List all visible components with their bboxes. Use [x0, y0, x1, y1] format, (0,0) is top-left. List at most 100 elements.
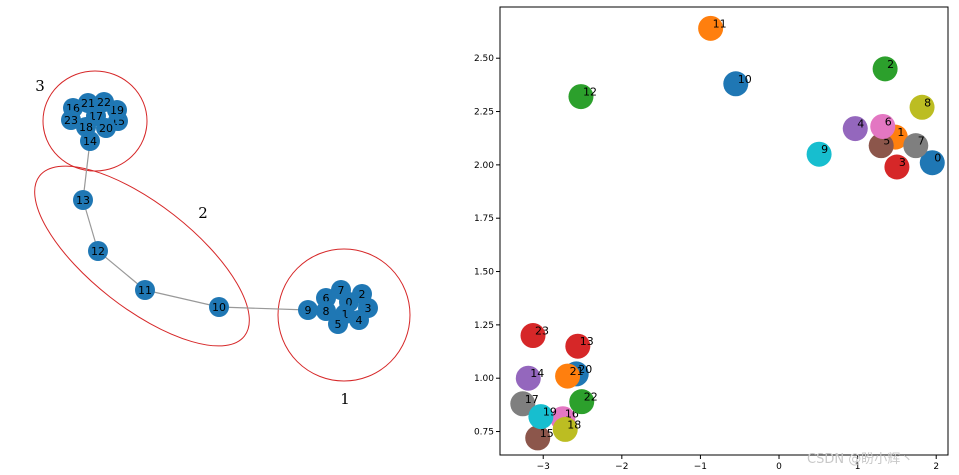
point-marker: [525, 425, 551, 451]
node-marker: [61, 110, 81, 130]
node-label: 9: [305, 304, 312, 317]
point-label: 18: [567, 418, 581, 431]
scatter-point-9: 9: [806, 141, 832, 167]
x-tick-label: 0: [776, 462, 782, 472]
point-label: 15: [540, 427, 554, 440]
point-marker: [552, 416, 578, 442]
node-marker: [135, 280, 155, 300]
node-marker: [331, 280, 351, 300]
node-20: 20: [96, 118, 116, 138]
node-label: 23: [64, 114, 78, 127]
point-label: 4: [857, 118, 864, 131]
node-9: 9: [298, 300, 318, 320]
scatter-point-5: 5: [868, 133, 894, 159]
edge-11-12: [97, 250, 146, 291]
y-tick-label: 2.50: [474, 54, 494, 64]
node-marker: [349, 310, 369, 330]
node-label: 18: [79, 121, 93, 134]
y-tick-label: 2.00: [474, 161, 494, 171]
scatter-point-3: 3: [884, 154, 910, 180]
node-22: 22: [94, 92, 114, 112]
point-label: 17: [525, 393, 539, 406]
node-10: 10: [209, 297, 229, 317]
group-label-2: 2: [198, 204, 208, 222]
point-marker: [884, 154, 910, 180]
scatter-point-13: 13: [565, 333, 594, 359]
scatter-point-6: 6: [870, 113, 896, 139]
point-label: 8: [924, 96, 931, 109]
scatter-point-8: 8: [909, 94, 935, 120]
node-label: 19: [110, 104, 124, 117]
node-label: 7: [338, 284, 345, 297]
node-marker: [316, 301, 336, 321]
point-label: 9: [821, 143, 828, 156]
node-label: 3: [365, 302, 372, 315]
group-outline-3: [42, 70, 148, 172]
point-marker: [842, 116, 868, 142]
graph-edges: [82, 140, 327, 312]
x-tick-label: −1: [694, 462, 707, 472]
node-label: 1: [342, 308, 349, 321]
point-label: 5: [883, 135, 890, 148]
point-marker: [872, 56, 898, 82]
point-label: 19: [543, 406, 557, 419]
y-tick-label: 1.25: [474, 321, 494, 331]
point-marker: [806, 141, 832, 167]
scatter-point-15: 15: [525, 425, 554, 451]
scatter-point-21: 21: [555, 363, 584, 389]
group-highlights: [34, 70, 411, 382]
point-marker: [919, 150, 945, 176]
x-tick-label: 1: [855, 462, 861, 472]
node-7: 7: [331, 280, 351, 300]
edge-9-10: [218, 306, 309, 311]
node-label: 12: [91, 245, 105, 258]
point-marker: [510, 391, 536, 417]
node-11: 11: [135, 280, 155, 300]
node-marker: [78, 93, 98, 113]
y-tick-label: 1.00: [474, 374, 494, 384]
node-label: 2: [359, 288, 366, 301]
point-marker: [870, 113, 896, 139]
y-tick-label: 1.75: [474, 214, 494, 224]
scatter-point-12: 12: [568, 84, 597, 110]
node-label: 22: [97, 96, 111, 109]
node-12: 12: [88, 241, 108, 261]
scatter-point-2: 2: [872, 56, 898, 82]
x-tick-label: 2: [933, 462, 939, 472]
point-marker: [568, 84, 594, 110]
node-8: 8: [316, 301, 336, 321]
scatter-point-23: 23: [520, 323, 549, 349]
group-labels: 1 23: [35, 77, 350, 408]
node-label: 10: [212, 301, 226, 314]
x-axis: −3 −2 −1 0 1 2: [537, 455, 939, 472]
point-label: 2: [887, 58, 894, 71]
node-marker: [73, 190, 93, 210]
point-marker: [723, 71, 749, 97]
point-label: 3: [899, 156, 906, 169]
point-label: 1: [897, 126, 904, 139]
node-marker: [94, 92, 114, 112]
node-label: 5: [335, 318, 342, 331]
point-label: 23: [535, 325, 549, 338]
point-marker: [555, 363, 581, 389]
node-label: 4: [356, 314, 363, 327]
node-label: 11: [138, 284, 152, 297]
node-marker: [328, 314, 348, 334]
x-tick-label: −2: [615, 462, 628, 472]
point-label: 10: [738, 73, 752, 86]
watermark: CSDN @盼小辉丶: [807, 452, 913, 467]
node-5: 5: [328, 314, 348, 334]
point-label: 0: [934, 152, 941, 165]
point-marker: [903, 133, 929, 159]
scatter-point-7: 7: [903, 133, 929, 159]
node-label: 20: [99, 122, 113, 135]
scatter-point-18: 18: [552, 416, 581, 442]
node-label: 13: [76, 194, 90, 207]
point-label: 12: [583, 86, 597, 99]
node-marker: [298, 300, 318, 320]
point-marker: [569, 389, 595, 415]
scatter-point-0: 0: [919, 150, 945, 176]
